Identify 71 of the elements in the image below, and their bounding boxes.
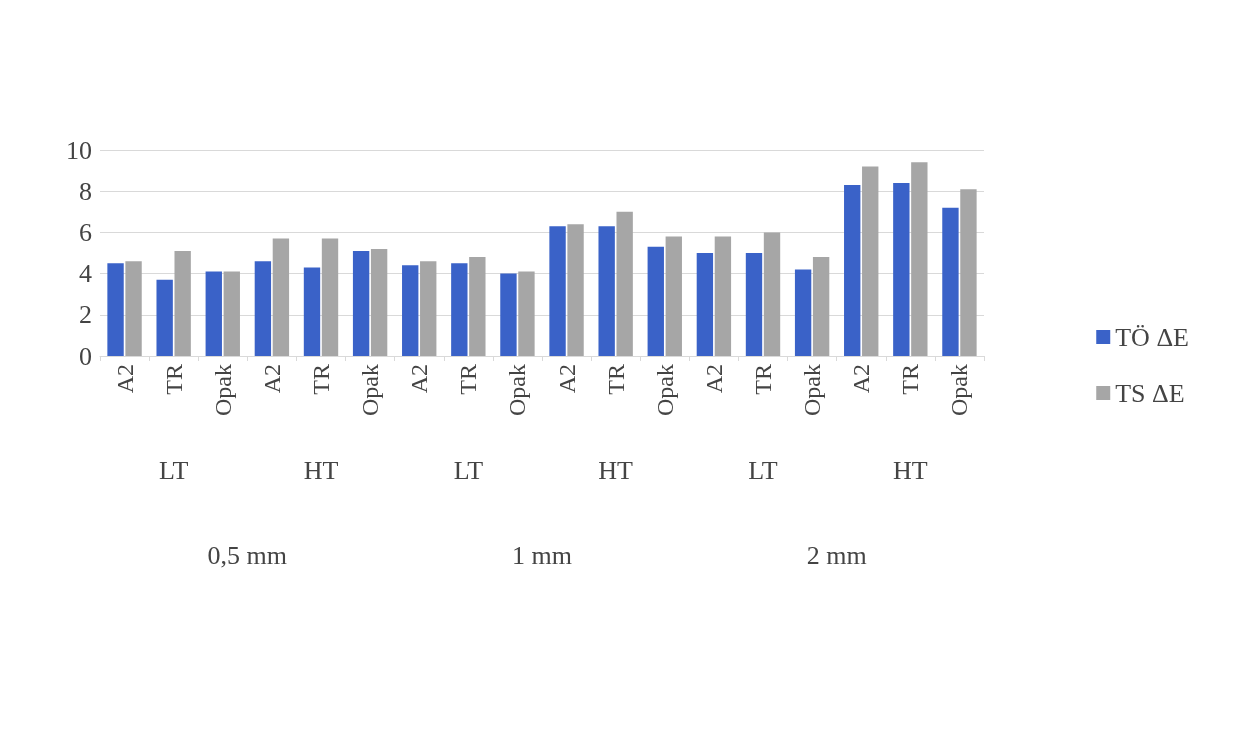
x-tick-label: TR xyxy=(897,364,924,395)
bar xyxy=(960,189,977,356)
bar xyxy=(911,162,928,356)
x-tick-label: TR xyxy=(602,364,629,395)
bar xyxy=(272,238,290,356)
x-tick-label: Opak xyxy=(209,364,236,416)
text: HT xyxy=(893,455,928,485)
legend-label: TÖ ΔE xyxy=(1115,322,1190,352)
x-tick-label: A2 xyxy=(848,364,875,394)
bar xyxy=(794,269,812,356)
y-tick-label: 0 xyxy=(79,341,92,371)
text: HT xyxy=(303,455,339,485)
x-tick-label: A2 xyxy=(111,364,138,394)
bar xyxy=(714,236,732,356)
bar xyxy=(223,271,240,356)
bar xyxy=(174,250,191,356)
bar xyxy=(745,253,763,356)
bar xyxy=(420,261,437,356)
x-tick-label: Opak xyxy=(799,364,826,416)
bar xyxy=(205,271,222,356)
x-tick-label: Opak xyxy=(504,364,531,416)
y-tick-label: 2 xyxy=(79,300,92,330)
bar xyxy=(125,261,142,356)
bar xyxy=(616,211,633,356)
x-tick-label: A2 xyxy=(258,364,285,394)
y-tick-label: 4 xyxy=(79,259,92,289)
bar xyxy=(665,236,682,356)
text: 0,5 mm xyxy=(207,540,288,570)
x-tick-label: TR xyxy=(308,364,334,395)
text: LT xyxy=(158,455,189,485)
text: 1 mm xyxy=(512,540,572,570)
bar xyxy=(862,166,879,356)
x-tick-label: Opak xyxy=(651,364,678,416)
x-tick-label: A2 xyxy=(700,364,727,394)
x-tick-label: Opak xyxy=(357,364,384,416)
y-tick-label: 10 xyxy=(66,135,92,165)
y-tick-label: 6 xyxy=(79,217,92,247)
bar xyxy=(812,257,830,356)
bar xyxy=(303,267,321,356)
bar xyxy=(696,253,714,356)
x-tick-label: Opak xyxy=(946,364,973,416)
x-tick-label: TR xyxy=(750,364,776,395)
text: LT xyxy=(453,455,484,485)
bar xyxy=(647,246,664,356)
bar xyxy=(107,263,124,356)
bar xyxy=(451,263,468,356)
x-tick-label: A2 xyxy=(553,364,580,394)
bar xyxy=(549,226,566,356)
bar xyxy=(352,250,370,356)
bar xyxy=(598,226,615,356)
text: 2 mm xyxy=(806,540,867,570)
bar xyxy=(254,261,272,356)
bar xyxy=(942,207,959,356)
bar xyxy=(469,257,486,356)
text: HT xyxy=(598,455,634,485)
legend-label: TS ΔE xyxy=(1115,378,1185,408)
bar xyxy=(567,224,584,356)
x-tick-label: TR xyxy=(455,364,482,395)
bar xyxy=(763,232,781,356)
bar xyxy=(893,182,910,356)
bar xyxy=(156,279,173,356)
bar xyxy=(518,271,535,356)
bar xyxy=(321,238,339,356)
bar xyxy=(500,273,517,356)
bar xyxy=(402,265,419,356)
bar xyxy=(370,248,388,356)
x-tick-label: A2 xyxy=(406,364,433,394)
x-tick-label: TR xyxy=(160,364,187,395)
bar xyxy=(844,185,861,356)
y-tick-label: 8 xyxy=(79,176,92,206)
text: LT xyxy=(748,455,778,485)
